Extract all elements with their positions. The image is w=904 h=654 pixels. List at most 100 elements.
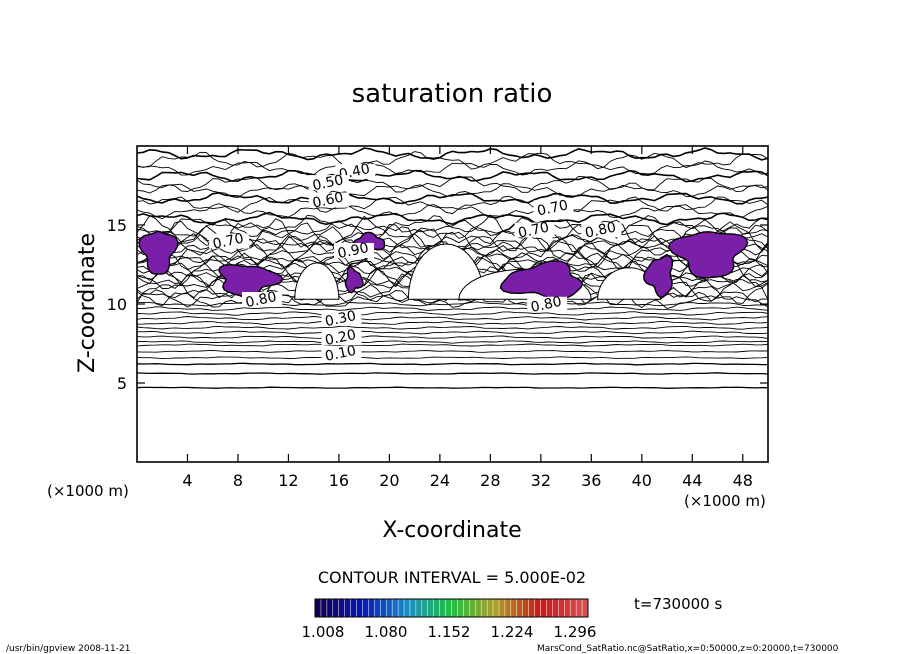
colorbar-cell	[392, 599, 399, 617]
x-tick-label: 44	[682, 471, 702, 490]
supersaturated-region	[218, 263, 284, 298]
contour-line	[137, 147, 768, 161]
colorbar-cell	[409, 599, 417, 617]
contour-line	[137, 219, 768, 239]
colorbar-cell	[439, 599, 446, 617]
colorbar-cell	[493, 599, 500, 617]
x-axis-label: X-coordinate	[382, 518, 521, 543]
colorbar-cell	[498, 599, 506, 617]
colorbar-cell	[570, 599, 577, 617]
supersaturated-region	[643, 254, 674, 298]
colorbar-cell	[487, 599, 494, 617]
contour-label: 0.60	[311, 189, 345, 211]
contour-label-bg	[308, 175, 349, 191]
colorbar-tick-label: 1.008	[302, 623, 345, 641]
colorbar-cell	[433, 599, 440, 617]
contour-line	[137, 343, 768, 347]
x-unit-label: (×1000 m)	[684, 492, 766, 510]
x-tick-label: 4	[182, 471, 192, 490]
colorbar-cell	[475, 599, 482, 617]
colorbar-cell	[415, 599, 423, 617]
contour-line	[137, 335, 768, 339]
contour-line	[137, 320, 768, 325]
contour-line	[137, 169, 768, 183]
x-tick-label: 48	[733, 471, 753, 490]
contour-line	[137, 191, 768, 205]
contour-label-bg	[533, 200, 574, 216]
colorbar-cell	[558, 599, 565, 617]
y-tick-label: 10	[107, 295, 127, 314]
colorbar-cell	[528, 599, 535, 617]
contour-line	[137, 306, 768, 312]
contour-line	[137, 182, 768, 199]
colorbar-cell	[516, 599, 524, 617]
colorbar-tick-label: 1.080	[365, 623, 408, 641]
colorbar-frame	[314, 598, 589, 618]
contour-line	[137, 301, 768, 307]
contour-line	[137, 386, 768, 389]
colorbar-cell	[576, 599, 583, 617]
contour-label: 0.80	[584, 220, 618, 242]
contour-line	[137, 349, 768, 353]
x-tick-label: 36	[581, 471, 601, 490]
contour-label: 0.50	[311, 172, 345, 194]
footer-right: MarsCond_SatRatio.nc@SatRatio,x=0:50000,…	[537, 644, 839, 654]
colorbar-cell	[344, 599, 351, 617]
x-tick-label: 40	[632, 471, 652, 490]
x-tick-label: 32	[531, 471, 551, 490]
colorbar-cell	[368, 599, 375, 617]
colorbar-cell	[445, 599, 452, 617]
colorbar-cell	[320, 599, 328, 617]
x-tick-label: 12	[278, 471, 298, 490]
x-tick-label: 16	[329, 471, 349, 490]
contour-line	[137, 340, 768, 344]
colorbar-cell	[350, 599, 357, 617]
colorbar-cell	[481, 599, 488, 617]
contour-line	[137, 195, 768, 215]
time-label: t=730000 s	[634, 595, 722, 613]
contour-line	[137, 151, 768, 170]
x-tick-label: 8	[233, 471, 243, 490]
contour-label: 0.80	[244, 289, 278, 311]
colorbar-cell	[457, 599, 464, 617]
contour-label-bg	[241, 292, 282, 307]
contour-label: 0.70	[517, 220, 551, 242]
supersaturated-region	[344, 266, 364, 294]
colorbar-cell	[504, 599, 512, 617]
colorbar-cell	[522, 599, 529, 617]
colorbar-cell	[469, 599, 476, 617]
contour-label-bg	[334, 243, 375, 259]
contour-interval: CONTOUR INTERVAL = 5.000E-02	[318, 568, 586, 587]
contour-line	[137, 311, 768, 316]
contour-line	[137, 202, 768, 220]
contour-label-bg	[321, 329, 362, 345]
contour-labels: 0.400.500.60 0.700.70 0.70 0.800.900.80 0.80…	[209, 161, 622, 365]
colorbar-cell	[374, 599, 381, 617]
colorbar-cell	[362, 599, 369, 617]
colorbar-cell	[380, 599, 387, 617]
colorbar-cell	[427, 599, 434, 617]
colorbar-cell	[451, 599, 458, 617]
colorbar-cell	[546, 599, 553, 617]
colorbar-cell	[463, 599, 470, 617]
supersaturated-region	[499, 260, 584, 300]
contour-label-bg	[581, 222, 622, 238]
colorbar-cell	[326, 599, 334, 617]
chart-title: saturation ratio	[352, 79, 553, 109]
y-tick-label: 15	[107, 216, 127, 235]
contour-line	[137, 214, 768, 252]
contour-label-bg	[209, 233, 250, 249]
contour-label: 0.30	[324, 308, 358, 330]
contour-label-bg	[321, 345, 362, 361]
colorbar-cell	[404, 599, 411, 617]
supersaturated-region	[138, 230, 179, 275]
contour-label: 0.10	[324, 343, 358, 365]
colorbar-cell	[386, 599, 393, 617]
colorbar-cell	[356, 599, 363, 617]
footer-left: /usr/bin/gpview 2008-11-21	[6, 644, 130, 654]
contour-label-bg	[514, 222, 555, 238]
colorbar-cell	[421, 599, 429, 617]
colorbar-cell	[315, 599, 322, 617]
y-axis-ticks: 5 10 15	[107, 216, 768, 393]
